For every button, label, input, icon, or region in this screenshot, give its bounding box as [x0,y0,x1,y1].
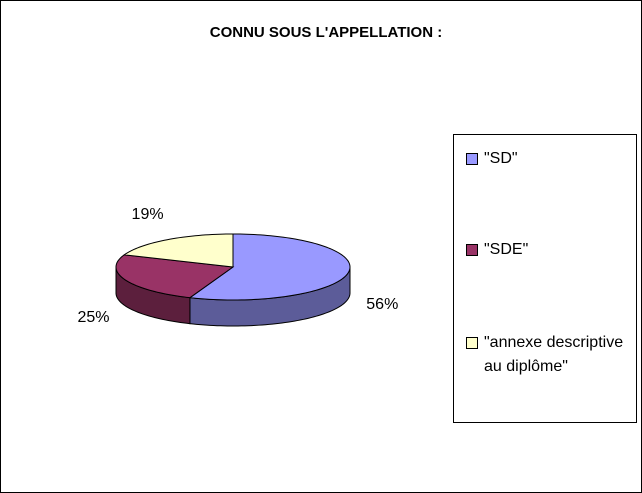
data-label: 25% [77,309,109,326]
legend-label: "SDE" [484,241,529,258]
legend-label: "SD" [484,150,518,167]
legend: "SD" "SDE" "annexe descriptive au diplôme" [453,134,637,423]
slice [122,233,234,268]
slice [188,233,351,301]
legend-swatch [466,337,478,349]
legend-entry: "SDE" [466,238,631,262]
chart-title: CONNU SOUS L'APPELLATION : [210,24,442,41]
legend-entry: "SD" [466,147,631,171]
slice [115,254,235,299]
data-label: 19% [132,206,164,223]
legend-swatch [466,153,478,165]
data-label: 56% [366,296,398,313]
legend-swatch [466,244,478,256]
legend-label: "annexe descriptive au diplôme" [484,334,624,375]
legend-entry: "annexe descriptive au diplôme" [466,331,631,379]
